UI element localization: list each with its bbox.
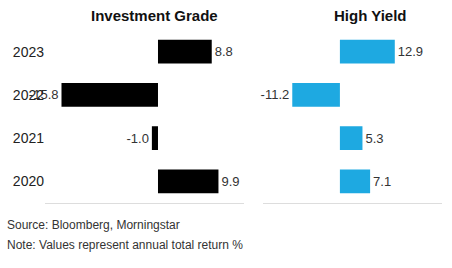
svg-text:12.9: 12.9 [398, 44, 423, 59]
svg-text:-15.8: -15.8 [29, 87, 59, 102]
svg-text:2023: 2023 [13, 44, 44, 60]
svg-text:7.1: 7.1 [373, 174, 391, 189]
svg-text:2022: 2022 [13, 87, 44, 103]
svg-text:2021: 2021 [13, 130, 44, 146]
svg-text:High Yield: High Yield [334, 7, 407, 24]
svg-text:8.8: 8.8 [215, 44, 233, 59]
svg-text:-11.2: -11.2 [261, 87, 290, 102]
svg-text:2020: 2020 [13, 173, 44, 189]
svg-text:Source: Bloomberg, Morningstar: Source: Bloomberg, Morningstar [7, 218, 180, 232]
svg-text:-1.0: -1.0 [126, 131, 148, 146]
svg-text:Note: Values represent annual: Note: Values represent annual total retu… [7, 238, 243, 252]
svg-text:Investment Grade: Investment Grade [91, 7, 218, 24]
svg-text:9.9: 9.9 [221, 174, 239, 189]
svg-text:5.3: 5.3 [365, 131, 383, 146]
